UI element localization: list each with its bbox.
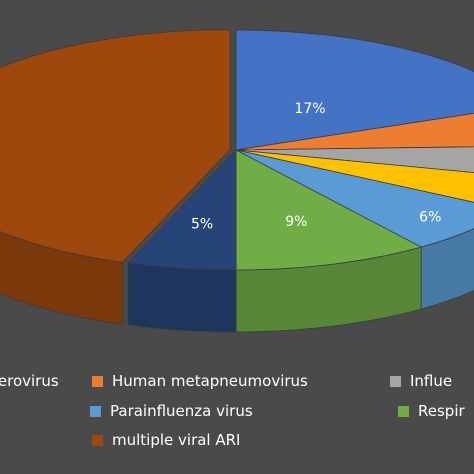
pie-data-label-0: 17% (294, 101, 325, 117)
legend-swatch (90, 405, 101, 417)
pie-slice-6 (127, 149, 237, 271)
legend-item: Influe (390, 371, 452, 391)
legend-label: Respir (418, 402, 465, 420)
pie-data-label-5: 9% (285, 214, 307, 230)
pie-slice-0 (235, 29, 474, 151)
legend-label: multiple viral ARI (112, 431, 241, 449)
legend-row: terovirus Human metapneumovirus Influe (0, 371, 474, 391)
pie-sides (0, 228, 474, 333)
legend-label: Human metapneumovirus (112, 372, 308, 390)
legend-item: Respir (398, 401, 465, 421)
legend-row: multiple viral ARI (0, 430, 474, 450)
legend-row: Parainfluenza virus Respir (0, 401, 474, 421)
pie-slice-4 (235, 149, 474, 248)
legend-item: Human metapneumovirus (92, 371, 308, 391)
legend-item: multiple viral ARI (92, 430, 240, 450)
pie-data-label-4: 6% (419, 210, 441, 226)
pie-slice-side-6 (127, 262, 237, 333)
legend-swatch (92, 375, 103, 387)
legend-label: Parainfluenza virus (110, 402, 253, 420)
pie-slice-7 (0, 29, 231, 263)
pie-slice-1 (235, 112, 474, 151)
pie-tops (0, 29, 474, 271)
legend-swatch (92, 434, 103, 446)
pie-data-label-6: 5% (191, 216, 213, 232)
legend-item: terovirus (0, 371, 59, 391)
pie-labels: 17% 6% 9% 5% (191, 101, 441, 232)
legend-label: Influe (410, 372, 453, 390)
legend-swatch (390, 375, 401, 387)
legend-item: Parainfluenza virus (90, 401, 253, 421)
pie-slice-2 (235, 146, 474, 174)
legend-swatch (398, 405, 409, 417)
pie-slice-5 (235, 149, 423, 271)
legend-label: terovirus (0, 372, 59, 390)
